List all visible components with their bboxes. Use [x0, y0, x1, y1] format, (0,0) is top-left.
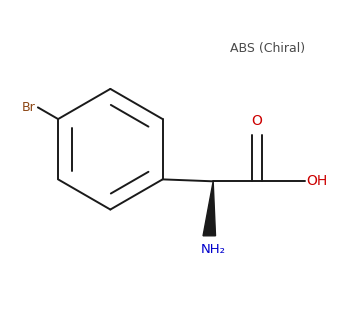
- Text: Br: Br: [22, 101, 36, 114]
- Polygon shape: [203, 181, 215, 236]
- Text: OH: OH: [306, 174, 328, 188]
- Text: ABS (Chiral): ABS (Chiral): [230, 41, 305, 55]
- Text: NH₂: NH₂: [201, 243, 226, 256]
- Text: O: O: [251, 114, 262, 127]
